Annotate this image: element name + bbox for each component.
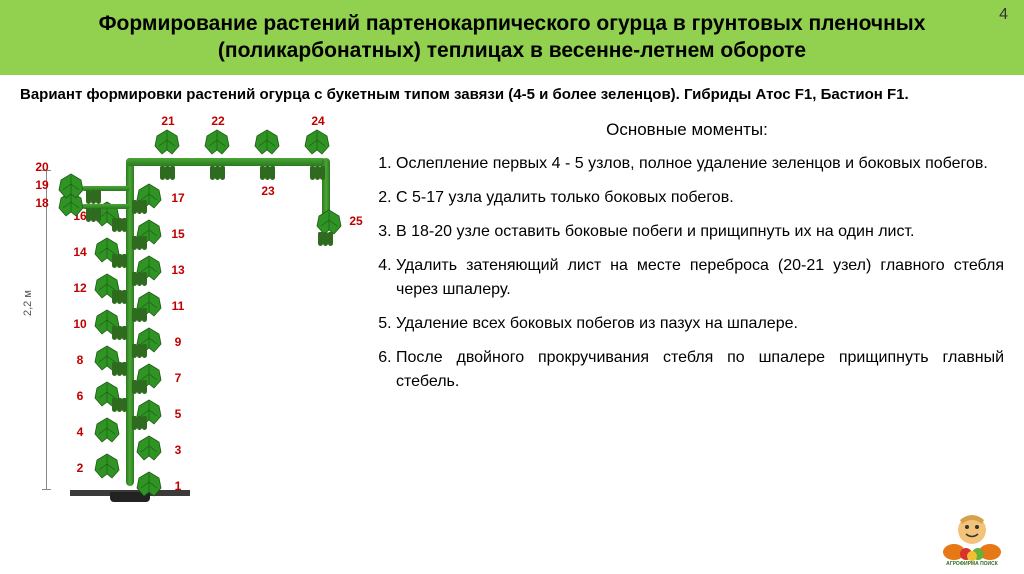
- node-label: 8: [68, 353, 92, 367]
- point-item: Удаление всех боковых побегов из пазух н…: [396, 312, 1004, 336]
- point-item: После двойного прокручивания стебля по ш…: [396, 346, 1004, 394]
- points-heading: Основные моменты:: [370, 120, 1004, 140]
- header-title: Формирование растений партенокарпическог…: [20, 10, 1004, 65]
- point-item: Ослепление первых 4 - 5 узлов, полное уд…: [396, 152, 1004, 176]
- node-label: 22: [206, 114, 230, 128]
- node-label: 24: [306, 114, 330, 128]
- node-label: 20: [30, 160, 54, 174]
- node-label: 13: [166, 263, 190, 277]
- plant-diagram: 2,2 м 1234567891011121314151617181920212…: [10, 110, 370, 520]
- height-label: 2,2 м: [22, 290, 34, 316]
- height-indicator: [46, 170, 47, 490]
- content-row: 2,2 м 1234567891011121314151617181920212…: [0, 110, 1024, 520]
- text-column: Основные моменты: Ослепление первых 4 - …: [370, 110, 1014, 520]
- node-label: 23: [256, 184, 280, 198]
- company-logo: АГРОФИРМА ПОИСК: [932, 506, 1012, 566]
- node-label: 12: [68, 281, 92, 295]
- node-label: 4: [68, 425, 92, 439]
- node-label: 18: [30, 196, 54, 210]
- node-label: 15: [166, 227, 190, 241]
- page-number: 4: [999, 6, 1008, 24]
- node-label: 6: [68, 389, 92, 403]
- node-label: 25: [344, 214, 368, 228]
- point-item: В 18-20 узле оставить боковые побеги и п…: [396, 220, 1004, 244]
- subtitle: Вариант формировки растений огурца с бук…: [0, 75, 1024, 111]
- point-item: С 5-17 узла удалить только боковых побег…: [396, 186, 1004, 210]
- points-list: Ослепление первых 4 - 5 узлов, полное уд…: [370, 152, 1004, 394]
- node-label: 2: [68, 461, 92, 475]
- node-label: 5: [166, 407, 190, 421]
- slide-header: Формирование растений партенокарпическог…: [0, 0, 1024, 75]
- svg-text:АГРОФИРМА ПОИСК: АГРОФИРМА ПОИСК: [946, 561, 999, 566]
- node-label: 9: [166, 335, 190, 349]
- node-label: 3: [166, 443, 190, 457]
- node-label: 1: [166, 479, 190, 493]
- node-label: 14: [68, 245, 92, 259]
- node-label: 19: [30, 178, 54, 192]
- point-item: Удалить затеняющий лист на месте перебро…: [396, 254, 1004, 302]
- node-label: 11: [166, 299, 190, 313]
- node-label: 17: [166, 191, 190, 205]
- node-label: 7: [166, 371, 190, 385]
- node-label: 21: [156, 114, 180, 128]
- node-label: 10: [68, 317, 92, 331]
